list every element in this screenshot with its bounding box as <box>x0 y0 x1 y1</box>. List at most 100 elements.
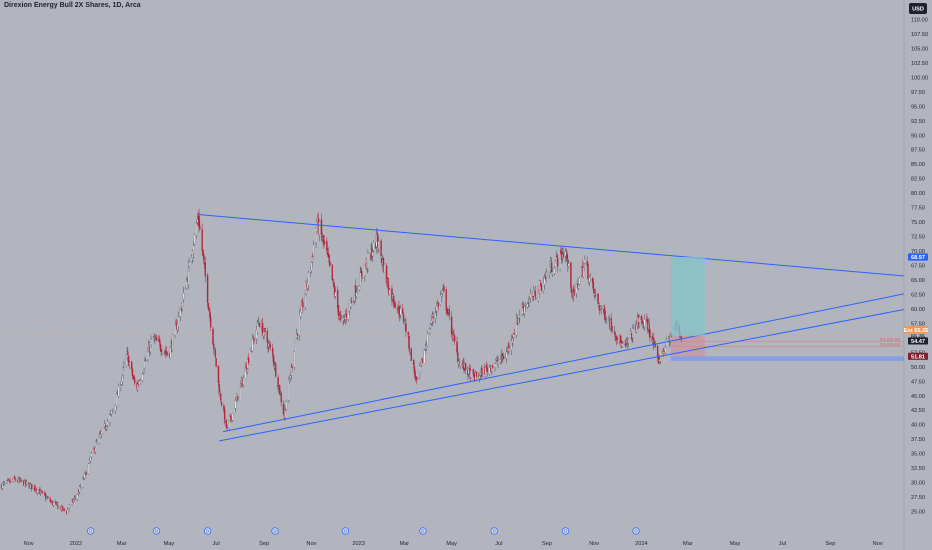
candle-body <box>376 233 378 243</box>
candle-body <box>185 279 188 288</box>
candle <box>69 503 71 510</box>
candle-body <box>528 299 530 302</box>
price-axis[interactable]: 25.00 27.50 30.00 32.50 35.00 37.50 40.00 42.50… <box>911 17 928 515</box>
candle-body <box>355 292 358 297</box>
candle <box>9 477 11 485</box>
candle-body <box>426 333 429 346</box>
candle-body <box>300 305 303 313</box>
candle-body <box>616 339 619 341</box>
candle-body <box>473 373 475 378</box>
currency-label: USD <box>912 7 924 13</box>
x-tick-label: Sep <box>259 541 269 547</box>
candle <box>130 360 133 372</box>
upper-resistance-trendline[interactable] <box>198 214 905 277</box>
candle <box>161 348 163 355</box>
candle-body <box>302 301 304 308</box>
lower-support-trendline[interactable] <box>219 309 905 442</box>
candle-body <box>158 338 161 343</box>
dividend-marker[interactable]: D <box>152 527 161 535</box>
x-tick-label: Nov <box>589 541 599 547</box>
candle-body <box>608 319 610 321</box>
candle <box>294 339 296 355</box>
candle <box>385 263 388 287</box>
dividend-marker[interactable]: D <box>341 527 350 535</box>
x-tick-label: 2024 <box>635 541 647 547</box>
candle <box>416 376 418 385</box>
y-tick-label: 82.50 <box>911 177 925 183</box>
dividend-marker[interactable]: D <box>271 527 279 535</box>
candle-body <box>640 316 643 320</box>
dividend-marker[interactable]: D <box>632 527 640 535</box>
candle-body <box>230 415 232 420</box>
candle-body <box>499 359 502 362</box>
y-tick-label: 100.00 <box>911 75 928 81</box>
candle <box>380 238 382 263</box>
candle-body <box>150 339 152 345</box>
candle-body <box>144 361 146 369</box>
candle-body <box>182 298 184 306</box>
candle-body <box>31 484 33 490</box>
dividend-marker[interactable]: D <box>419 527 427 535</box>
candle-body <box>630 333 633 335</box>
candle-body <box>328 254 330 263</box>
candle-body <box>69 504 71 508</box>
candle-body <box>410 348 413 361</box>
candle <box>515 312 518 339</box>
candle-body <box>225 419 227 427</box>
trendlines-layer[interactable] <box>198 214 905 442</box>
candle <box>14 478 17 482</box>
candle-body <box>109 414 111 423</box>
y-tick-label: 110.00 <box>911 17 928 23</box>
candle-body <box>643 319 646 327</box>
target-price-tag-bg <box>908 253 928 261</box>
candle <box>275 362 277 378</box>
dividend-marker[interactable]: D <box>561 527 570 535</box>
dividend-marker[interactable]: D <box>86 527 95 535</box>
currency-badge[interactable]: USD <box>909 3 927 14</box>
candle-body <box>535 298 537 299</box>
candle-body <box>219 392 221 394</box>
candle <box>378 234 380 252</box>
dividend-marker[interactable]: D <box>203 527 212 535</box>
candle-body <box>244 367 247 379</box>
candle-body <box>491 365 494 368</box>
candle <box>66 507 69 514</box>
candle <box>371 245 374 262</box>
candle <box>329 261 331 267</box>
candle-body <box>313 244 315 257</box>
entry-price-tag: Ent 55.35 <box>904 326 928 334</box>
candle <box>201 223 203 256</box>
candle <box>648 318 650 337</box>
candle-body <box>123 364 125 367</box>
candle-body <box>323 235 325 243</box>
candle-body <box>594 294 597 296</box>
candle-body <box>79 486 82 488</box>
candle <box>575 282 578 298</box>
candle <box>505 346 508 364</box>
candle-body <box>94 448 96 453</box>
middle-support-trendline[interactable] <box>222 293 905 433</box>
dividend-marker[interactable]: D <box>490 527 498 535</box>
candle <box>101 428 103 435</box>
y-tick-label: 40.00 <box>911 423 925 429</box>
candle <box>307 270 310 291</box>
fib-level-upper-label: 0.5 (54.36) <box>880 337 901 342</box>
candle-body <box>291 366 293 369</box>
time-axis[interactable]: Nov 2022 Mar May Jul Sep Nov 2023 Mar May Jul Sep No… <box>24 541 883 547</box>
candle <box>548 272 550 279</box>
candle <box>234 397 237 413</box>
candle <box>199 219 201 231</box>
stop-price-tag: 51.81 <box>908 352 928 360</box>
candle <box>429 326 431 336</box>
candle <box>448 305 450 321</box>
candle-body <box>413 366 416 373</box>
candle-body <box>277 377 279 389</box>
candle-body <box>315 228 317 243</box>
candle <box>226 423 228 432</box>
candle-body <box>95 442 97 449</box>
candle <box>437 301 440 311</box>
candle <box>147 346 149 363</box>
candle-body <box>217 365 220 383</box>
